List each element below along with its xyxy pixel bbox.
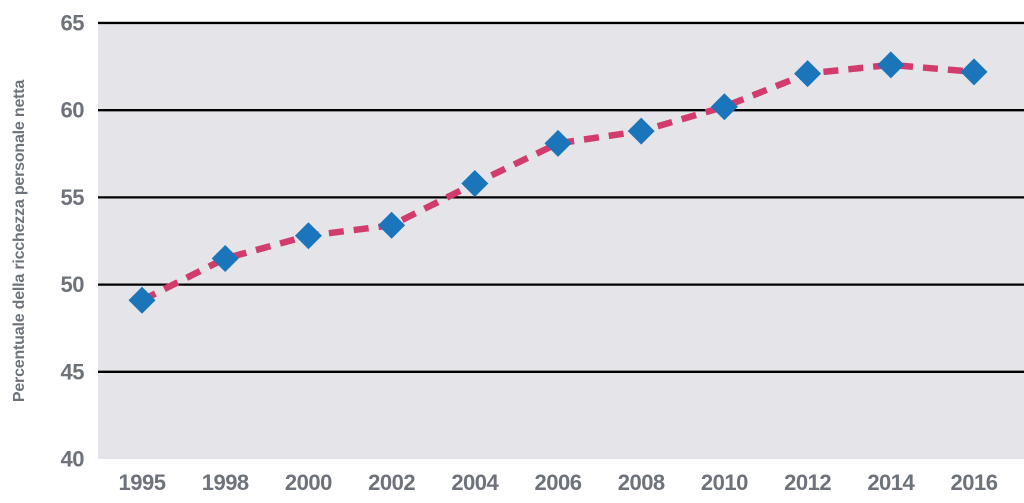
data-point-marker xyxy=(710,93,738,121)
y-tick-label: 40 xyxy=(61,447,85,472)
data-point-marker xyxy=(461,169,489,197)
data-point-marker xyxy=(627,117,655,145)
data-point-marker xyxy=(211,244,239,272)
x-tick-label: 2004 xyxy=(451,470,499,495)
y-tick-label: 45 xyxy=(61,359,85,384)
series-line xyxy=(140,61,975,304)
x-tick-label: 2000 xyxy=(285,470,332,495)
x-tick-label: 2016 xyxy=(951,470,998,495)
data-point-marker xyxy=(877,51,905,79)
plot-background xyxy=(98,21,1024,459)
data-point-marker xyxy=(794,60,822,88)
x-tick-label: 1995 xyxy=(119,470,166,495)
x-tick-label: 1998 xyxy=(202,470,249,495)
y-tick-label: 55 xyxy=(61,185,85,210)
data-point-marker xyxy=(128,286,156,314)
y-tick-label: 60 xyxy=(61,98,85,123)
data-point-marker xyxy=(544,129,572,157)
data-point-marker xyxy=(294,222,322,250)
y-tick-label: 65 xyxy=(61,11,85,36)
x-tick-label: 2002 xyxy=(368,470,415,495)
x-tick-label: 2012 xyxy=(784,470,831,495)
x-tick-label: 2006 xyxy=(535,470,582,495)
x-tick-label: 2010 xyxy=(701,470,748,495)
x-tick-label: 2014 xyxy=(867,470,915,495)
data-point-marker xyxy=(378,211,406,239)
y-axis-title: Percentuale della ricchezza personale ne… xyxy=(11,79,28,403)
y-tick-label: 50 xyxy=(61,272,85,297)
x-tick-label: 2008 xyxy=(618,470,665,495)
data-point-marker xyxy=(960,58,988,86)
